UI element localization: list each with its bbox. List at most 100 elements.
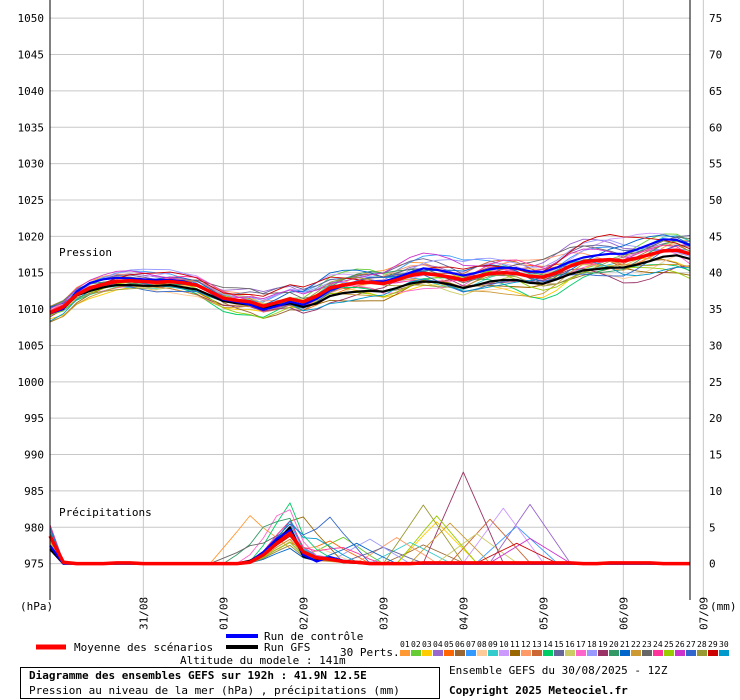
ensemble-label: Ensemble GEFS du 30/08/2025 - 12Z: [449, 664, 668, 677]
pert-legend-swatch: [444, 650, 454, 656]
right-tick-label: 75: [709, 12, 722, 25]
chart-subtitle: Pression au niveau de la mer (hPa) , pré…: [29, 684, 400, 697]
altitude-label: Altitude du modele : 141m: [180, 654, 346, 667]
left-tick-label: 1005: [18, 339, 45, 352]
pert-legend-number: 18: [587, 640, 597, 649]
pert-legend-swatch: [400, 650, 410, 656]
pert-legend-number: 06: [455, 640, 465, 649]
x-axis: 31/08 01/09 02/09 03/09 04/09 05/09 06/09 07/09: [137, 597, 710, 630]
pert-legend-number: 11: [510, 640, 520, 649]
pert-legend-number: 22: [631, 640, 641, 649]
pert-legend-number: 25: [664, 640, 674, 649]
left-tick-label: 985: [24, 485, 44, 498]
pert-legend-swatch: [477, 650, 487, 656]
right-axis: 0 5 10 15 20 25 30 35 40 45 50 55 60 65 70 75: [709, 12, 722, 570]
pert-legend-number: 29: [708, 640, 718, 649]
pert-legend-number: 01: [400, 640, 410, 649]
pert-legend-number: 12: [521, 640, 531, 649]
copyright: Copyright 2025 Meteociel.fr: [449, 684, 628, 697]
pert-pressure-line: [49, 244, 691, 314]
pert-legend-number: 24: [653, 640, 663, 649]
right-tick-label: 10: [709, 485, 722, 498]
left-tick-label: 1045: [18, 49, 45, 62]
pressure-annotation: Pression: [59, 246, 112, 259]
left-tick-label: 1000: [18, 376, 45, 389]
right-tick-label: 30: [709, 339, 722, 352]
pert-legend-number: 02: [411, 640, 421, 649]
left-tick-label: 995: [24, 412, 44, 425]
pert-legend-swatch: [697, 650, 707, 656]
chart-title: Diagramme des ensembles GEFS sur 192h : …: [29, 669, 367, 682]
pert-pressure-line: [49, 243, 691, 310]
pert-legend-number: 08: [477, 640, 487, 649]
pert-legend-swatch: [543, 650, 553, 656]
pert-legend-number: 07: [466, 640, 476, 649]
pert-legend-number: 03: [422, 640, 432, 649]
x-tick-label: 07/09: [697, 597, 710, 630]
left-axis-label: (hPa): [20, 600, 53, 613]
left-tick-label: 1025: [18, 194, 45, 207]
pert-legend-swatch: [598, 650, 608, 656]
pert-pressure-line: [49, 260, 691, 322]
left-tick-label: 990: [24, 449, 44, 462]
right-tick-label: 35: [709, 303, 722, 316]
precip-annotation: Précipitations: [59, 506, 152, 519]
pert-legend-swatch: [499, 650, 509, 656]
pert-legend-swatch: [587, 650, 597, 656]
right-axis-label: (mm): [710, 600, 737, 613]
pert-legend-number: 21: [620, 640, 630, 649]
left-tick-label: 1015: [18, 267, 45, 280]
legend-control-label: Run de contrôle: [264, 630, 363, 643]
mean-pressure-line: [49, 248, 691, 315]
pert-legend-number: 23: [642, 640, 652, 649]
pert-legend-swatch: [631, 650, 641, 656]
right-tick-label: 50: [709, 194, 722, 207]
pert-legend-swatch: [554, 650, 564, 656]
pert-legend-swatch: [620, 650, 630, 656]
pert-legend-number: 15: [554, 640, 564, 649]
left-tick-label: 1040: [18, 85, 45, 98]
x-tick-label: 06/09: [617, 597, 630, 630]
pert-legend-number: 10: [499, 640, 509, 649]
pert-legend-number: 09: [488, 640, 498, 649]
left-tick-label: 1020: [18, 230, 45, 243]
pert-legend-swatch: [565, 650, 575, 656]
left-tick-label: 1050: [18, 12, 45, 25]
pert-legend-number: 04: [433, 640, 443, 649]
pert-legend-swatch: [675, 650, 685, 656]
pert-legend-swatch: [532, 650, 542, 656]
right-tick-label: 60: [709, 121, 722, 134]
pert-legend-swatch: [411, 650, 421, 656]
plot-background: [50, 0, 690, 600]
x-tick-label: 31/08: [137, 597, 150, 630]
pert-legend-number: 26: [675, 640, 685, 649]
pert-legend-number: 19: [598, 640, 608, 649]
pert-legend-swatch: [422, 650, 432, 656]
x-tick-label: 01/09: [217, 597, 230, 630]
right-tick-label: 45: [709, 230, 722, 243]
x-tick-label: 05/09: [537, 597, 550, 630]
pert-legend-swatch: [510, 650, 520, 656]
pert-legend-swatch: [455, 650, 465, 656]
pert-legend-swatch: [719, 650, 729, 656]
right-tick-label: 70: [709, 49, 722, 62]
left-tick-label: 980: [24, 521, 44, 534]
pert-legend-swatch: [433, 650, 443, 656]
pert-legend-swatch: [488, 650, 498, 656]
legend-gfs-label: Run GFS: [264, 641, 310, 654]
title-box: Diagramme des ensembles GEFS sur 192h : …: [20, 667, 440, 699]
pert-legend-number: 16: [565, 640, 575, 649]
pert-legend-swatch: [664, 650, 674, 656]
left-axis: 975 980 985 990 995 1000 1005 1010 1015 1020 1025 1…: [18, 12, 45, 570]
pert-legend-swatch: [653, 650, 663, 656]
x-tick-label: 02/09: [297, 597, 310, 630]
pert-legend-number: 28: [697, 640, 707, 649]
gfs-pressure-line: [49, 254, 691, 315]
pert-legend-number: 14: [543, 640, 553, 649]
mean-precip-line: [48, 531, 690, 566]
legend-perts-label: 30 Perts.: [340, 646, 400, 659]
pert-legend-number: 13: [532, 640, 542, 649]
x-tick-label: 04/09: [457, 597, 470, 630]
left-tick-label: 1035: [18, 121, 45, 134]
